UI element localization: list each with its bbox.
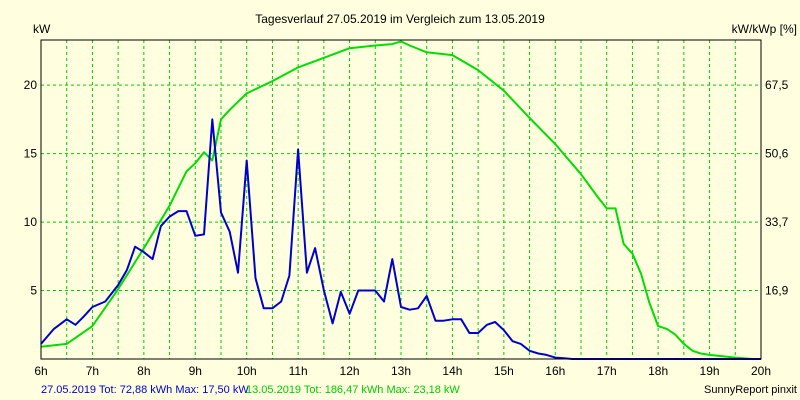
x-tick-label: 18h: [648, 364, 668, 378]
y-axis-left-label: kW: [33, 22, 51, 36]
x-tick-label: 10h: [237, 364, 257, 378]
y-axis-right-label: kW/kWp [%]: [732, 22, 797, 36]
plot-border: [40, 39, 762, 360]
y-tick-label-right: 33,7: [765, 215, 789, 229]
footer-brand: SunnyReport pinxit: [704, 384, 797, 396]
series-line-13-05-2019: [40, 40, 761, 360]
footer-series1-summary: 27.05.2019 Tot: 72,88 kWh Max: 17,50 kW: [41, 384, 249, 396]
x-tick-label: 14h: [442, 364, 462, 378]
x-tick-label: 7h: [86, 364, 99, 378]
grid-lines: [41, 40, 761, 359]
x-tick-label: 9h: [189, 364, 202, 378]
x-tick-label: 16h: [545, 364, 565, 378]
footer-series2-summary: 13.05.2019 Tot: 186,47 kWh Max: 23,18 kW: [246, 384, 460, 396]
x-tick-label: 8h: [137, 364, 150, 378]
y-tick-label-left: 5: [30, 284, 37, 298]
x-tick-label: 6h: [34, 364, 47, 378]
axis-labels: 6h 7h 8h 9h 10h 11h 12h 13h 14h 15h 16h 17h 18h 19h 20…: [24, 78, 789, 378]
y-tick-label-left: 15: [24, 147, 38, 161]
x-tick-label: 11h: [289, 364, 308, 378]
y-tick-label-left: 20: [24, 78, 38, 92]
y-tick-label-right: 50,6: [765, 147, 789, 161]
x-tick-label: 19h: [700, 364, 720, 378]
x-tick-label: 15h: [494, 364, 514, 378]
x-tick-label: 13h: [391, 364, 411, 378]
x-tick-label: 17h: [597, 364, 617, 378]
chart-title: Tagesverlauf 27.05.2019 im Vergleich zum…: [255, 12, 545, 26]
x-tick-label: 20h: [751, 364, 771, 378]
y-tick-label-left: 10: [24, 215, 38, 229]
x-tick-label: 12h: [340, 364, 360, 378]
y-tick-label-right: 67,5: [765, 78, 789, 92]
y-tick-label-right: 16,9: [765, 284, 789, 298]
